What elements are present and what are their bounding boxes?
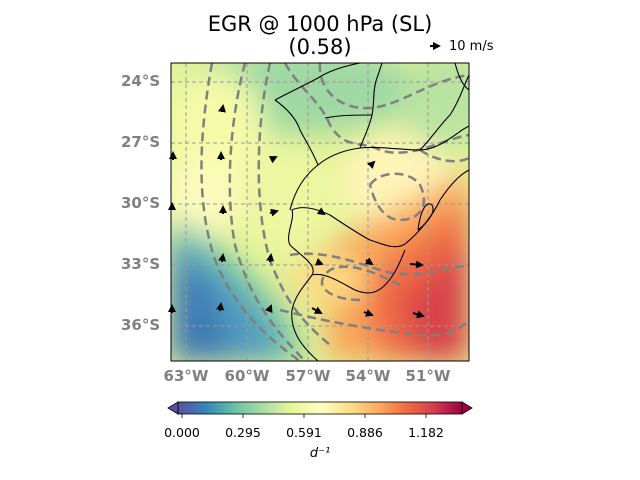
contour-lines [200, 63, 469, 361]
lat-tick-label: 27°S [121, 133, 161, 151]
colorbar-tick-label: 0.000 [164, 425, 200, 440]
plot-title: EGR @ 1000 hPa (SL) [207, 12, 433, 36]
lat-tick-label: 30°S [121, 194, 161, 212]
colorbar-tick-label: 1.182 [408, 425, 444, 440]
map-frame [170, 62, 470, 362]
lat-tick-label: 36°S [121, 316, 161, 334]
lon-tick-label: 60°W [224, 367, 270, 385]
wind-vectors [168, 104, 425, 319]
lon-tick-label: 54°W [345, 367, 391, 385]
quiver-key-label: 10 m/s [449, 39, 494, 54]
lon-tick-label: 51°W [405, 367, 451, 385]
colorbar-tick-label: 0.886 [347, 425, 383, 440]
lon-tick-label: 57°W [285, 367, 331, 385]
plot-subtitle: (0.58) [288, 35, 352, 59]
colorbar-label: d⁻¹ [309, 446, 331, 461]
egr-field [171, 63, 469, 361]
lon-tick-label: 63°W [163, 367, 209, 385]
lat-tick-label: 33°S [121, 255, 161, 273]
colorbar-tick-label: 0.295 [225, 425, 261, 440]
coastlines [274, 63, 469, 361]
lat-tick-label: 24°S [121, 72, 161, 90]
colorbar-tick-label: 0.591 [286, 425, 322, 440]
colorbar [167, 401, 473, 418]
